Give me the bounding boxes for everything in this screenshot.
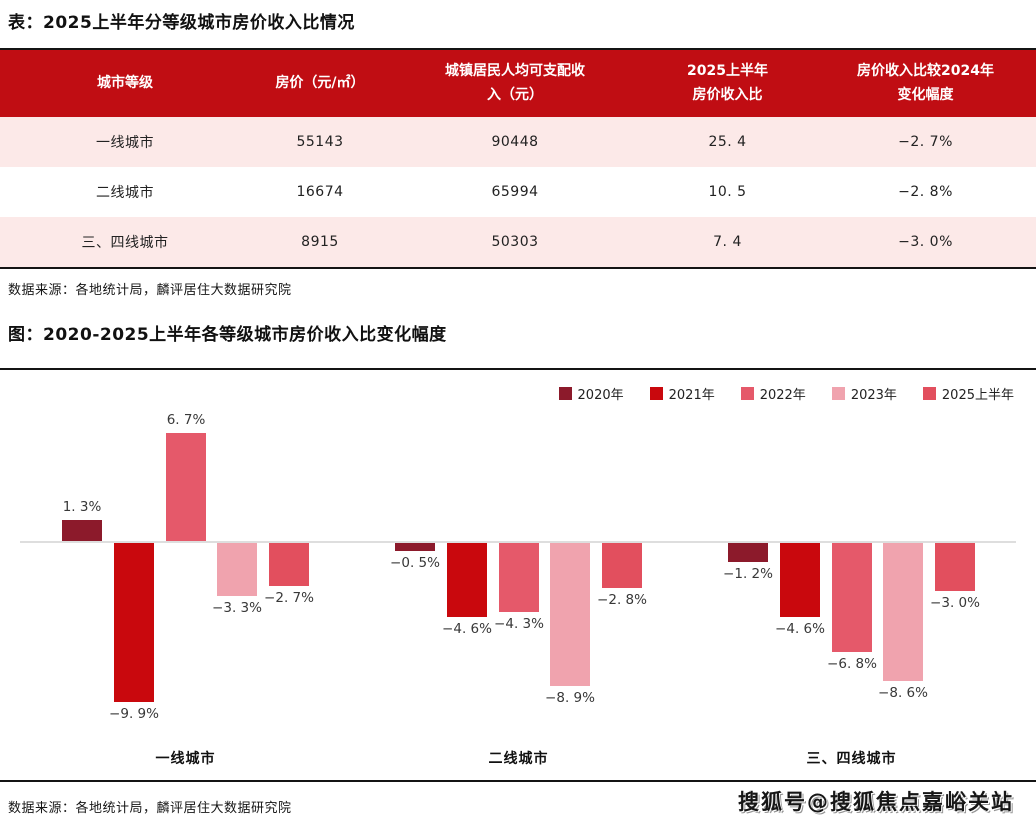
- bar: [447, 543, 487, 617]
- table-cell: 65994: [491, 184, 539, 200]
- table-cell: −3. 0%: [898, 234, 953, 250]
- bar: [728, 543, 768, 562]
- bar: [832, 543, 872, 652]
- chart-title: 图：2020-2025上半年各等级城市房价收入比变化幅度: [8, 325, 447, 345]
- chart-legend: 2020年 2021年 2022年 2023年 2025上半年: [558, 384, 1014, 403]
- bar: [217, 543, 257, 596]
- price-income-table: 城市等级 房价（元/㎡） 城镇居民人均可支配收入（元） 2025上半年房价收入比 房价收…: [0, 48, 1036, 269]
- bar-value-label: −4. 6%: [442, 621, 492, 637]
- legend-item: 2022年: [740, 384, 806, 403]
- table-cell: 90448: [491, 134, 539, 150]
- category-label: 二线城市: [488, 751, 549, 767]
- table-cell: 二线城市: [96, 185, 154, 201]
- legend-label: 2021年: [668, 388, 715, 403]
- table-cell: 50303: [491, 234, 539, 250]
- column-header: 城镇居民人均可支配收入（元）: [445, 62, 585, 103]
- bar-value-label: −3. 3%: [212, 600, 262, 616]
- sohu-watermark: 搜狐号@搜狐焦点嘉峪关站: [738, 790, 1014, 814]
- column-header: 2025上半年房价收入比: [687, 62, 768, 103]
- legend-item: 2021年: [649, 384, 715, 403]
- bar: [780, 543, 820, 617]
- bar: [114, 543, 154, 702]
- bar-value-label: −4. 6%: [775, 621, 825, 637]
- bar-value-label: −1. 2%: [723, 566, 773, 582]
- table-cell: −2. 8%: [898, 184, 953, 200]
- legend-label: 2022年: [759, 388, 806, 403]
- table-cell: 8915: [301, 234, 339, 250]
- bar: [499, 543, 539, 612]
- column-header: 房价收入比较2024年变化幅度: [857, 62, 994, 103]
- chart-zero-axis: [20, 541, 1016, 543]
- category-label: 三、四线城市: [806, 751, 897, 767]
- table-body: 一线城市 55143 90448 25. 4 −2. 7% 二线城市 16674 65994 1…: [0, 117, 1036, 267]
- legend-swatch: [649, 387, 663, 400]
- bar-value-label: −9. 9%: [109, 706, 159, 722]
- legend-swatch: [740, 387, 754, 400]
- bar: [269, 543, 309, 586]
- table-row: 一线城市 55143 90448 25. 4 −2. 7%: [0, 117, 1036, 167]
- legend-swatch: [558, 387, 572, 400]
- bar: [602, 543, 642, 588]
- legend-item: 2020年: [558, 384, 624, 403]
- table-title: 表：2025上半年分等级城市房价收入比情况: [8, 13, 355, 33]
- bar-group: 1. 3% −9. 9% 6. 7% −3. 3% −2. 7%: [62, 370, 314, 780]
- bar-value-label: −8. 6%: [878, 685, 928, 701]
- bar-value-label: −4. 3%: [494, 616, 544, 632]
- column-header: 房价（元/㎡）: [275, 74, 365, 91]
- table-cell: 7. 4: [713, 234, 742, 250]
- bar-value-label: 6. 7%: [166, 412, 206, 428]
- legend-label: 2023年: [850, 388, 897, 403]
- table-cell: 16674: [296, 184, 344, 200]
- bar-group: −1. 2% −4. 6% −6. 8% −8. 6% −3. 0%: [723, 370, 980, 780]
- legend-label: 2020年: [577, 388, 624, 403]
- bar: [883, 543, 923, 681]
- bar-value-label: −2. 7%: [264, 590, 314, 606]
- table-cell: −2. 7%: [898, 134, 953, 150]
- legend-item: 2025上半年: [922, 384, 1014, 403]
- bar-value-label: −8. 9%: [545, 690, 595, 706]
- bar-chart: 2020年 2021年 2022年 2023年 2025上半年 1. 3% −9. 9% 6…: [0, 368, 1036, 782]
- bar-value-label: −6. 8%: [827, 656, 877, 672]
- table-header-row: 城市等级 房价（元/㎡） 城镇居民人均可支配收入（元） 2025上半年房价收入比 房价收…: [0, 50, 1036, 117]
- column-header: 城市等级: [97, 74, 153, 91]
- category-label: 一线城市: [155, 751, 216, 767]
- bar: [62, 520, 102, 541]
- bar: [550, 543, 590, 686]
- bar: [166, 433, 206, 541]
- legend-swatch: [831, 387, 845, 400]
- table-source-note: 数据来源：各地统计局，麟评居住大数据研究院: [8, 283, 292, 298]
- bar-value-label: −2. 8%: [597, 592, 647, 608]
- table-cell: 10. 5: [708, 184, 747, 200]
- table-cell: 55143: [296, 134, 344, 150]
- legend-item: 2023年: [831, 384, 897, 403]
- table-cell: 25. 4: [708, 134, 747, 150]
- bar-value-label: −0. 5%: [390, 555, 440, 571]
- bar-group: −0. 5% −4. 6% −4. 3% −8. 9% −2. 8%: [390, 370, 647, 780]
- bar: [395, 543, 435, 551]
- legend-label: 2025上半年: [941, 388, 1014, 403]
- chart-source-note: 数据来源：各地统计局，麟评居住大数据研究院: [8, 801, 292, 816]
- bar: [935, 543, 975, 591]
- bar-value-label: 1. 3%: [62, 499, 102, 515]
- table-cell: 一线城市: [96, 135, 154, 151]
- table-cell: 三、四线城市: [81, 235, 169, 251]
- legend-swatch: [922, 387, 936, 400]
- bar-value-label: −3. 0%: [930, 595, 980, 611]
- table-row: 三、四线城市 8915 50303 7. 4 −3. 0%: [0, 217, 1036, 267]
- table-row: 二线城市 16674 65994 10. 5 −2. 8%: [0, 167, 1036, 217]
